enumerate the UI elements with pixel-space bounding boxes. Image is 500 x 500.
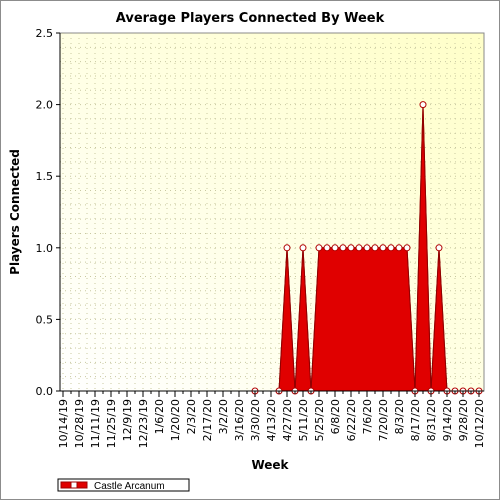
x-tick-label: 11/25/19 [105,399,118,448]
y-axis-label: Players Connected [8,149,22,275]
x-tick-label: 9/28/20 [457,399,470,441]
x-tick-label: 12/9/19 [121,399,134,441]
x-tick-label: 7/6/20 [361,399,374,434]
data-point [339,244,347,252]
series-line [278,104,479,392]
x-tick-label: 11/11/19 [89,399,102,448]
data-point [403,244,411,252]
y-tick-label: 2.5 [36,27,54,40]
x-tick-label: 8/31/20 [425,399,438,441]
x-tick-label: 8/3/20 [393,399,406,434]
data-point [371,244,379,252]
y-tick-label: 1.0 [36,242,54,255]
x-tick-label: 8/17/20 [409,399,422,441]
x-tick-label: 1/6/20 [153,399,166,434]
legend: Castle Arcanum [57,478,190,492]
plot-area [59,32,485,392]
x-tick-label: 3/30/20 [249,399,262,441]
legend-series-name: Castle Arcanum [94,481,165,492]
data-point [331,244,339,252]
data-point [435,244,443,252]
data-point [315,244,323,252]
x-tick-label: 2/17/20 [201,399,214,441]
x-tick-label: 6/8/20 [329,399,342,434]
y-tick-label: 1.5 [36,170,54,183]
legend-marker-icon [70,481,78,489]
y-tick-label: 0.0 [36,385,54,398]
data-point [419,101,427,109]
x-axis-label: Week [251,458,289,472]
x-tick-label: 10/12/20 [473,399,486,448]
x-tick-label: 12/23/19 [137,399,150,448]
x-tick-label: 9/14/20 [441,399,454,441]
data-point [363,244,371,252]
x-tick-label: 6/22/20 [345,399,358,441]
data-point [387,244,395,252]
grid [60,33,484,391]
y-axis: 0.0 0.5 1.0 1.5 2.0 2.5 [36,27,61,398]
data-point [395,244,403,252]
y-tick-label: 0.5 [36,313,54,326]
data-point [379,244,387,252]
x-tick-label: 1/20/20 [169,399,182,441]
data-point [355,244,363,252]
x-tick-label: 5/25/20 [313,399,326,441]
x-tick-label: 10/28/19 [73,399,86,448]
x-tick-label: 7/20/20 [377,399,390,441]
legend-box [57,478,190,492]
x-tick-label: 5/11/20 [297,399,310,441]
x-tick-label: 2/3/20 [185,399,198,434]
data-point [323,244,331,252]
chart-title: Average Players Connected By Week [116,11,385,26]
x-axis: 10/14/19 10/28/19 11/11/19 11/25/19 12/9/19 1… [57,390,486,448]
data-point [347,244,355,252]
y-tick-label: 2.0 [36,99,54,112]
x-tick-label: 4/13/20 [265,399,278,441]
x-tick-label: 3/2/20 [217,399,230,434]
data-point [283,244,291,252]
x-tick-label: 3/16/20 [233,399,246,441]
data-point [299,244,307,252]
x-tick-label: 4/27/20 [281,399,294,441]
x-tick-label: 10/14/19 [57,399,70,448]
